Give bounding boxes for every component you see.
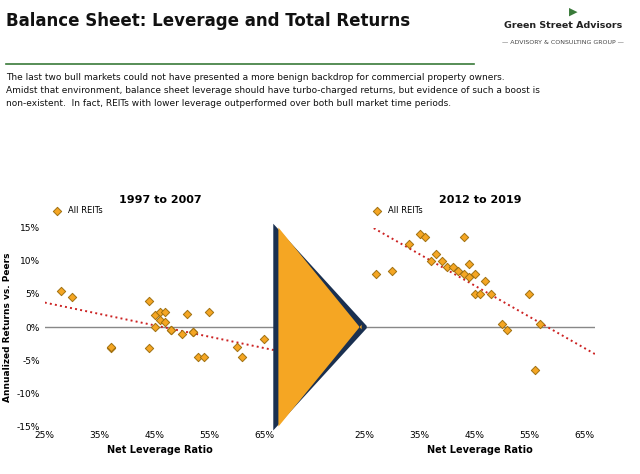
Y-axis label: Annualized Returns vs. Peers: Annualized Returns vs. Peers (3, 252, 12, 402)
Point (106, 345, 116, 352)
Point (237, 353, 248, 361)
Point (442, 264, 452, 271)
Point (431, 250, 441, 258)
Point (436, 257, 447, 264)
Point (426, 257, 436, 264)
Point (149, 323, 159, 331)
Point (486, 290, 496, 298)
Point (404, 240, 414, 248)
X-axis label: Net Leverage Ratio: Net Leverage Ratio (427, 445, 533, 455)
Point (535, 320, 545, 328)
Point (155, 317, 165, 324)
Point (188, 328, 198, 336)
Point (502, 327, 513, 334)
Legend: All REITs: All REITs (49, 206, 103, 215)
Point (188, 328, 198, 336)
Point (530, 366, 540, 374)
Text: Balance Sheet: Leverage and Total Returns: Balance Sheet: Leverage and Total Return… (6, 12, 410, 30)
Point (415, 230, 425, 238)
Point (232, 343, 242, 351)
Point (193, 353, 204, 361)
Point (469, 290, 479, 298)
Title: 1997 to 2007: 1997 to 2007 (118, 194, 202, 204)
Point (464, 273, 474, 281)
Point (371, 270, 381, 278)
Point (458, 270, 468, 278)
Point (144, 297, 154, 304)
Legend: All REITs: All REITs (369, 206, 423, 215)
Point (161, 318, 171, 326)
Point (106, 343, 116, 351)
Text: ▶: ▶ (568, 7, 577, 17)
Text: Green Street Advisors: Green Street Advisors (504, 21, 622, 30)
Point (182, 310, 193, 318)
Point (464, 260, 474, 268)
Point (420, 234, 430, 241)
Point (481, 277, 491, 284)
Point (161, 309, 171, 316)
Text: — ADVISORY & CONSULTING GROUP —: — ADVISORY & CONSULTING GROUP — (502, 40, 624, 46)
Point (155, 309, 165, 316)
Text: The last two bull markets could not have presented a more benign backdrop for co: The last two bull markets could not have… (6, 73, 540, 108)
Title: 2012 to 2019: 2012 to 2019 (439, 194, 521, 204)
Point (497, 320, 507, 328)
Point (177, 330, 187, 337)
Point (199, 353, 209, 361)
Point (458, 234, 468, 241)
Point (166, 327, 176, 334)
Point (524, 290, 534, 298)
Point (144, 345, 154, 352)
Point (259, 335, 269, 343)
Point (166, 327, 176, 334)
Point (204, 309, 214, 316)
Point (56, 287, 67, 294)
Point (447, 264, 458, 271)
X-axis label: Net Leverage Ratio: Net Leverage Ratio (107, 445, 213, 455)
Point (149, 311, 159, 319)
Point (453, 267, 463, 274)
Point (67, 293, 77, 301)
Point (387, 267, 397, 274)
Point (469, 270, 479, 278)
Point (475, 290, 485, 298)
